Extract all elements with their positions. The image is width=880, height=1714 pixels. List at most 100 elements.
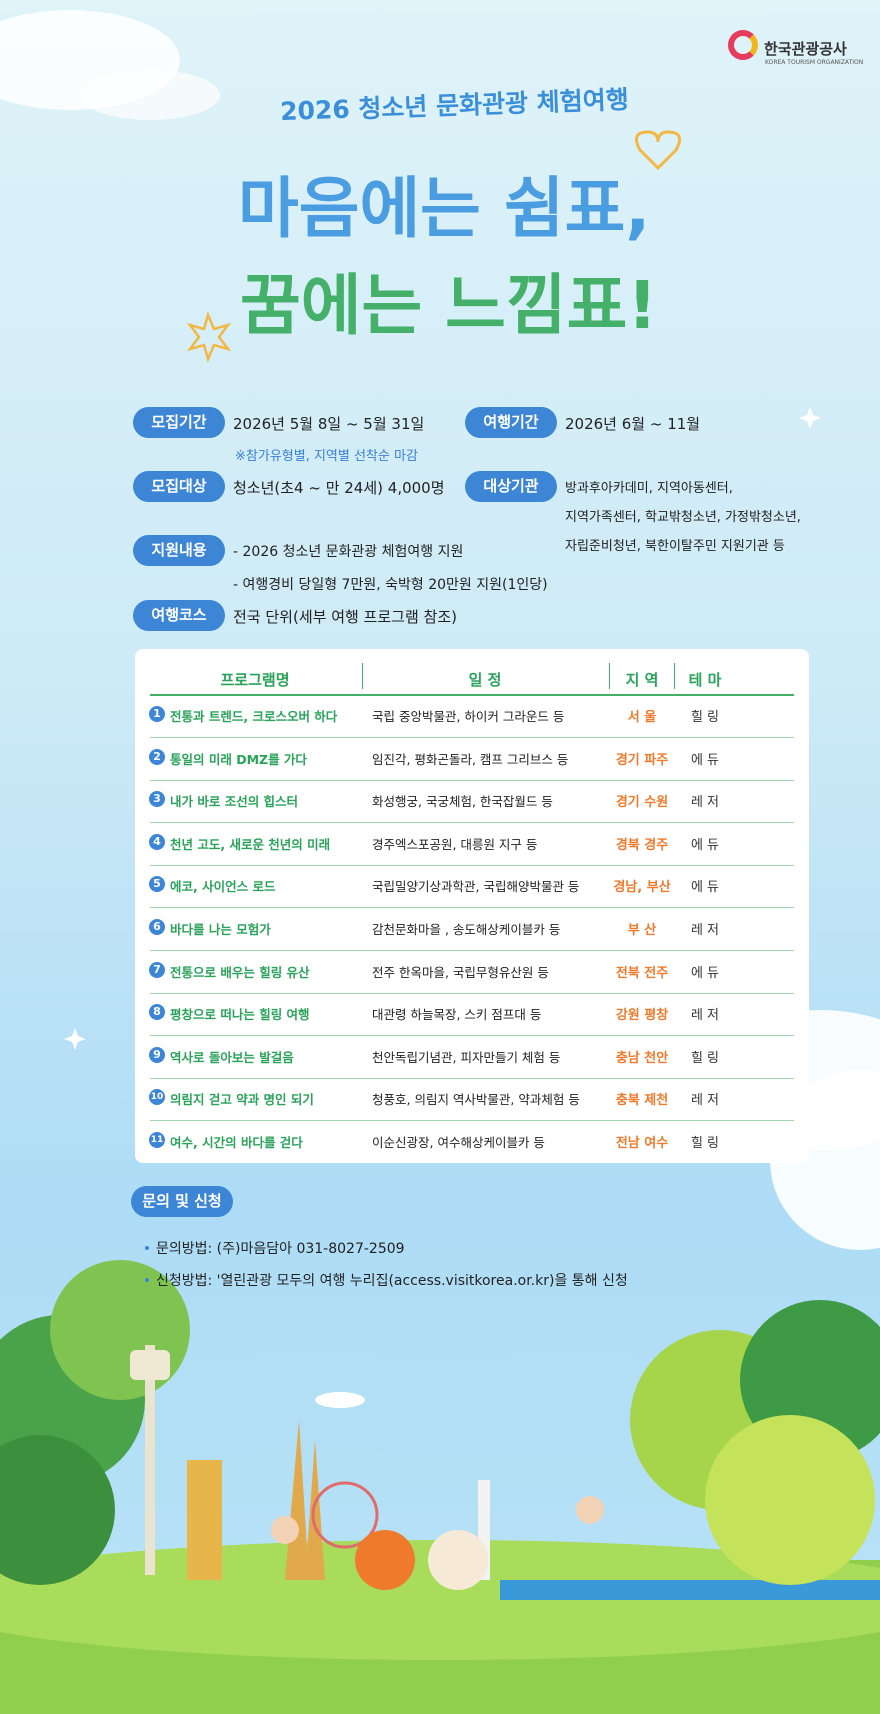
schedule: 천안독립기념관, 피자만들기 체험 등 bbox=[372, 1049, 561, 1065]
row-rule bbox=[150, 1077, 794, 1079]
region: 경남, 부산 bbox=[613, 880, 671, 896]
info-text: - 여행경비 당일형 7만원, 숙박형 20만원 지원(1인당) bbox=[233, 577, 548, 593]
theme: 레 저 bbox=[690, 1093, 720, 1109]
program-name: 의림지 걷고 약과 명인 되기 bbox=[170, 1092, 314, 1108]
row-number: 10 bbox=[149, 1089, 165, 1106]
row-rule bbox=[150, 950, 794, 951]
table-header: 테 마 bbox=[688, 671, 722, 689]
row-rule bbox=[150, 992, 794, 994]
contact-item: 신청방법: '열린관광 모두의 여행 누리집(access.visitkorea… bbox=[156, 1273, 628, 1289]
theme: 레 저 bbox=[690, 1008, 720, 1024]
info-text: 전국 단위(세부 여행 프로그램 참조) bbox=[233, 608, 457, 626]
bullet bbox=[145, 1246, 149, 1250]
program-name: 여수, 시간의 바다를 걷다 bbox=[170, 1135, 303, 1150]
info-label: 여행기간 bbox=[465, 407, 557, 438]
info-text: 자립준비청년, 북한이탈주민 지원기관 등 bbox=[565, 539, 785, 554]
program-name: 내가 바로 조선의 힙스터 bbox=[170, 794, 299, 810]
row-rule bbox=[150, 779, 794, 781]
program-table: 프로그램명 일 정 지 역 테 마 1 전통과 트렌드, 크로스오버 하다 국립 중앙박물관… bbox=[135, 649, 809, 1163]
row-number: 4 bbox=[149, 833, 165, 850]
headline: 마음에는 쉼표, bbox=[238, 170, 651, 247]
theme: 레 저 bbox=[690, 923, 720, 938]
program-name: 통일의 미래 DMZ를 가다 bbox=[170, 751, 307, 767]
info-label: 여행코스 bbox=[133, 600, 225, 631]
info-text: 지역가족센터, 학교밖청소년, 가정밖청소년, bbox=[565, 510, 801, 525]
theme: 레 저 bbox=[690, 795, 720, 811]
info-label: 대상기관 bbox=[465, 471, 557, 502]
info-label: 지원내용 bbox=[133, 535, 225, 566]
schedule: 이순신광장, 여수해상케이블카 등 bbox=[372, 1135, 545, 1150]
info-text: 청소년(초4 ~ 만 24세) 4,000명 bbox=[233, 479, 445, 497]
header-separator bbox=[362, 663, 363, 689]
program-name: 전통과 트렌드, 크로스오버 하다 bbox=[170, 709, 338, 724]
schedule: 대관령 하늘목장, 스키 점프대 등 bbox=[372, 1007, 542, 1023]
row-number: 11 bbox=[149, 1132, 165, 1148]
info-text: 2026년 5월 8일 ~ 5월 31일 bbox=[233, 415, 425, 433]
program-name: 전통으로 배우는 힐링 유산 bbox=[170, 964, 310, 980]
info-text: 2026년 6월 ~ 11월 bbox=[565, 415, 701, 433]
row-rule bbox=[150, 1120, 794, 1122]
theme: 힐 링 bbox=[690, 1136, 720, 1151]
info-text: - 2026 청소년 문화관광 체험여행 지원 bbox=[233, 544, 464, 560]
schedule: 감천문화마을 , 송도해상케이블카 등 bbox=[372, 922, 561, 937]
logo-subname: KOREA TOURISM ORGANIZATION bbox=[765, 59, 864, 66]
row-number: 7 bbox=[149, 961, 165, 978]
row-rule bbox=[150, 737, 794, 738]
row-rule bbox=[150, 1035, 794, 1037]
region: 충남 천안 bbox=[615, 1050, 669, 1066]
region: 전남 여수 bbox=[615, 1136, 669, 1151]
row-number: 3 bbox=[149, 791, 165, 808]
schedule: 경주엑스포공원, 대릉원 지구 등 bbox=[372, 836, 538, 852]
header-separator bbox=[609, 663, 610, 689]
row-rule bbox=[150, 907, 794, 909]
theme: 에 듀 bbox=[690, 837, 720, 853]
row-rule bbox=[150, 822, 794, 824]
theme: 에 듀 bbox=[690, 880, 720, 896]
row-number: 8 bbox=[149, 1004, 165, 1021]
region: 강원 평창 bbox=[615, 1008, 669, 1024]
region: 경북 경주 bbox=[615, 837, 669, 853]
contact-item: 문의방법: (주)마음담아 031-8027-2509 bbox=[156, 1241, 405, 1257]
theme: 힐 링 bbox=[690, 710, 720, 725]
schedule: 임진각, 평화곤돌라, 캠프 그리브스 등 bbox=[372, 751, 569, 767]
schedule: 국립 중앙박물관, 하이커 그라운드 등 bbox=[372, 709, 565, 724]
header-separator bbox=[674, 663, 675, 689]
info-label: 모집대상 bbox=[133, 471, 225, 502]
headline: 꿈에는 느낌표! bbox=[240, 267, 658, 344]
info-label: 모집기간 bbox=[133, 407, 225, 438]
info-note: ※참가유형별, 지역별 선착순 마감 bbox=[235, 449, 418, 464]
program-name: 바다를 나는 모험가 bbox=[170, 922, 271, 937]
table-header: 일 정 bbox=[468, 671, 502, 689]
schedule: 화성행궁, 국궁체험, 한국잡월드 등 bbox=[372, 794, 553, 810]
row-number: 2 bbox=[149, 748, 165, 765]
table-header: 프로그램명 bbox=[220, 671, 290, 689]
schedule: 국립밀양기상과학관, 국립해양박물관 등 bbox=[372, 879, 580, 895]
region: 서 울 bbox=[627, 710, 657, 725]
logo-mark bbox=[728, 30, 758, 60]
program-name: 역사로 돌아보는 발걸음 bbox=[170, 1049, 294, 1065]
program-name: 평창으로 떠나는 힐링 여행 bbox=[170, 1007, 310, 1023]
program-name: 에코, 사이언스 로드 bbox=[170, 879, 276, 895]
row-number: 6 bbox=[149, 919, 165, 935]
bullet bbox=[145, 1278, 149, 1282]
theme: 힐 링 bbox=[690, 1050, 720, 1066]
program-name: 천년 고도, 새로운 천년의 미래 bbox=[170, 836, 331, 852]
info-text: 방과후아카데미, 지역아동센터, bbox=[565, 481, 733, 496]
region: 부 산 bbox=[627, 923, 657, 938]
region: 경기 수원 bbox=[615, 795, 669, 811]
contact-label: 문의 및 신청 bbox=[131, 1186, 233, 1217]
schedule: 청풍호, 의림지 역사박물관, 약과체험 등 bbox=[372, 1092, 580, 1108]
region: 전북 전주 bbox=[615, 965, 669, 981]
header-rule bbox=[150, 694, 794, 696]
row-rule bbox=[150, 864, 794, 866]
row-number: 9 bbox=[149, 1046, 165, 1063]
region: 충북 제천 bbox=[615, 1093, 669, 1109]
row-number: 1 bbox=[149, 706, 165, 722]
schedule: 전주 한옥마을, 국립무형유산원 등 bbox=[372, 964, 549, 980]
theme: 에 듀 bbox=[690, 965, 720, 981]
region: 경기 파주 bbox=[615, 752, 669, 768]
logo-name: 한국관광공사 bbox=[764, 40, 847, 58]
table-header: 지 역 bbox=[625, 671, 659, 689]
